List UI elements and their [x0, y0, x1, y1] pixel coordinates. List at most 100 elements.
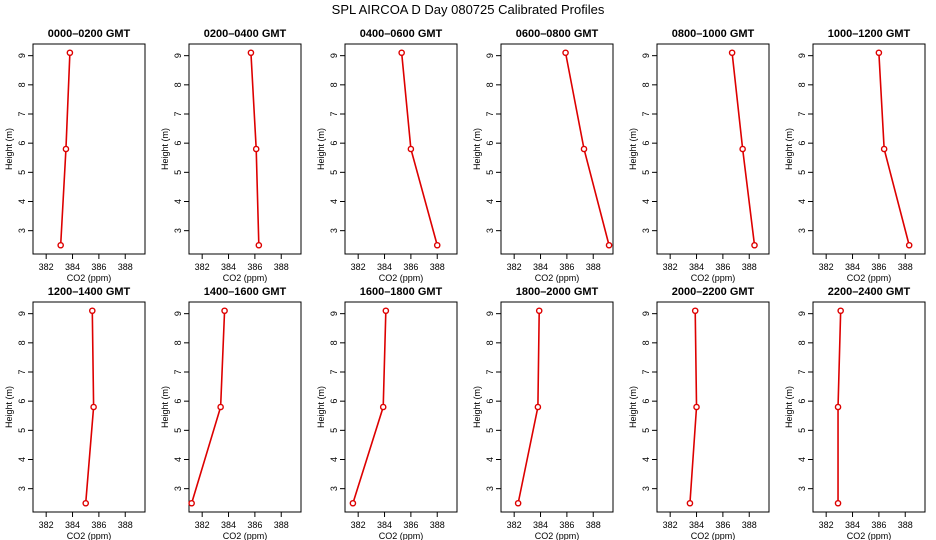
x-tick-label: 388: [274, 262, 289, 272]
y-tick-label: 3: [17, 228, 27, 233]
data-point: [379, 403, 387, 411]
y-tick-label: 5: [797, 428, 807, 433]
y-tick-label: 4: [797, 457, 807, 462]
y-tick-label: 4: [17, 199, 27, 204]
y-tick-label: 3: [173, 486, 183, 491]
y-tick-label: 6: [485, 399, 495, 404]
x-tick-label: 382: [351, 262, 366, 272]
data-point: [62, 145, 70, 153]
x-tick-label: 384: [533, 520, 548, 530]
y-tick-label: 9: [797, 311, 807, 316]
y-tick-label: 8: [17, 82, 27, 87]
data-point: [686, 499, 694, 507]
x-tick-label: 382: [39, 262, 54, 272]
x-tick-label: 384: [689, 262, 704, 272]
y-tick-label: 8: [17, 340, 27, 345]
y-tick-label: 6: [329, 141, 339, 146]
profile-panel: 1800–2000 GMT 382 384 386 388 3 4 5 6 7 8 9 CO2 (ppm…: [472, 286, 614, 540]
plot-frame: [812, 43, 926, 255]
data-point: [580, 145, 588, 153]
y-tick-label: 6: [173, 399, 183, 404]
y-tick-label: 8: [485, 82, 495, 87]
y-axis-label: Height (m): [160, 128, 170, 170]
y-tick-label: 9: [329, 311, 339, 316]
y-tick-label: 8: [485, 340, 495, 345]
x-tick-label: 386: [871, 262, 886, 272]
y-tick-label: 3: [485, 486, 495, 491]
y-tick-label: 8: [173, 340, 183, 345]
data-point: [255, 241, 263, 249]
y-tick-label: 9: [641, 311, 651, 316]
x-tick-label: 382: [507, 520, 522, 530]
x-tick-label: 388: [430, 520, 445, 530]
y-tick-label: 4: [329, 199, 339, 204]
y-tick-label: 9: [485, 311, 495, 316]
plot-frame: [812, 301, 926, 513]
x-axis-label: CO2 (ppm): [379, 273, 424, 283]
y-tick-label: 5: [173, 170, 183, 175]
y-tick-label: 3: [797, 228, 807, 233]
x-tick-label: 384: [533, 262, 548, 272]
y-tick-label: 3: [641, 228, 651, 233]
y-axis-label: Height (m): [472, 386, 482, 428]
profile-panel: 1000–1200 GMT 382 384 386 388 3 4 5 6 7 8 9 CO2 (ppm…: [784, 28, 926, 283]
y-tick-label: 7: [485, 111, 495, 116]
panel-title: 2000–2200 GMT: [672, 286, 755, 298]
x-tick-label: 386: [871, 520, 886, 530]
x-axis-label: CO2 (ppm): [379, 531, 424, 540]
y-tick-label: 4: [485, 199, 495, 204]
x-tick-label: 386: [715, 520, 730, 530]
y-tick-label: 6: [641, 141, 651, 146]
x-tick-label: 384: [65, 262, 80, 272]
x-tick-label: 388: [742, 262, 757, 272]
plot-frame: [500, 43, 614, 255]
x-tick-label: 386: [559, 520, 574, 530]
x-tick-label: 382: [39, 520, 54, 530]
profile-panel: 0000–0200 GMT 382 384 386 388 3 4 5 6 7 8 9 CO2 (ppm…: [4, 28, 146, 283]
x-tick-label: 388: [898, 262, 913, 272]
y-tick-label: 6: [173, 141, 183, 146]
x-tick-label: 384: [845, 520, 860, 530]
y-axis-label: Height (m): [628, 128, 638, 170]
profile-panel: 0600–0800 GMT 382 384 386 388 3 4 5 6 7 8 9 CO2 (ppm…: [472, 28, 614, 283]
y-tick-label: 9: [641, 53, 651, 58]
data-point: [605, 241, 613, 249]
y-tick-label: 3: [485, 228, 495, 233]
x-axis-label: CO2 (ppm): [67, 273, 112, 283]
y-tick-label: 6: [485, 141, 495, 146]
y-tick-label: 7: [329, 369, 339, 374]
data-point: [834, 499, 842, 507]
y-tick-label: 4: [17, 457, 27, 462]
data-point: [728, 49, 736, 57]
x-axis-label: CO2 (ppm): [691, 531, 736, 540]
x-tick-label: 386: [403, 520, 418, 530]
x-tick-label: 388: [118, 262, 133, 272]
y-tick-label: 6: [17, 141, 27, 146]
x-tick-label: 386: [715, 262, 730, 272]
x-axis-label: CO2 (ppm): [691, 273, 736, 283]
y-tick-label: 7: [17, 369, 27, 374]
x-tick-label: 388: [586, 262, 601, 272]
y-tick-label: 5: [485, 170, 495, 175]
y-axis-label: Height (m): [316, 386, 326, 428]
x-tick-label: 388: [742, 520, 757, 530]
x-axis-label: CO2 (ppm): [847, 531, 892, 540]
y-tick-label: 8: [797, 340, 807, 345]
y-tick-label: 7: [173, 111, 183, 116]
x-tick-label: 382: [663, 262, 678, 272]
y-axis-label: Height (m): [628, 386, 638, 428]
y-axis-label: Height (m): [784, 128, 794, 170]
profile-panel: 1200–1400 GMT 382 384 386 388 3 4 5 6 7 8 9 CO2 (ppm…: [4, 286, 146, 540]
y-tick-label: 7: [173, 369, 183, 374]
y-tick-label: 7: [485, 369, 495, 374]
y-tick-label: 4: [641, 199, 651, 204]
x-tick-label: 388: [430, 262, 445, 272]
plot-frame: [500, 301, 614, 513]
x-tick-label: 382: [195, 520, 210, 530]
data-point: [875, 49, 883, 57]
data-point: [514, 499, 522, 507]
x-tick-label: 388: [586, 520, 601, 530]
x-tick-label: 388: [118, 520, 133, 530]
